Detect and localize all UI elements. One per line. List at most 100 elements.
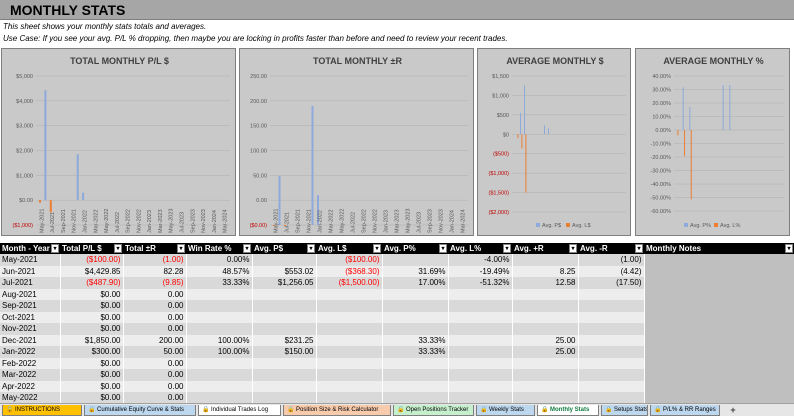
table-cell[interactable] (186, 380, 253, 392)
table-cell[interactable] (578, 288, 645, 300)
table-cell[interactable]: 0.00% (186, 254, 253, 266)
table-cell[interactable] (512, 254, 579, 266)
table-cell[interactable]: 25.00 (512, 334, 579, 346)
table-cell[interactable]: Oct-2021 (0, 311, 61, 323)
table-cell[interactable]: 12.58 (512, 277, 579, 289)
sheet-tab[interactable]: 🔒 Weekly Stats (476, 405, 535, 416)
table-cell[interactable] (252, 357, 317, 369)
table-cell[interactable]: ($1,500.00) (316, 277, 383, 289)
table-cell[interactable]: 0.00 (123, 323, 187, 335)
table-cell[interactable] (448, 357, 513, 369)
monthly-notes-cell[interactable] (644, 323, 794, 335)
table-cell[interactable]: $300.00 (60, 346, 124, 358)
table-cell[interactable] (578, 369, 645, 381)
table-cell[interactable] (316, 288, 383, 300)
table-cell[interactable]: Nov-2021 (0, 323, 61, 335)
sheet-tab[interactable]: 🔒 P/L% & RR Ranges (650, 405, 720, 416)
table-cell[interactable]: ($100.00) (316, 254, 383, 266)
table-cell[interactable]: -4.00% (448, 254, 513, 266)
add-sheet-icon[interactable]: + (730, 405, 736, 415)
table-cell[interactable]: Feb-2022 (0, 357, 61, 369)
table-cell[interactable] (186, 288, 253, 300)
filter-dropdown-icon[interactable]: ▾ (177, 244, 185, 253)
table-cell[interactable] (186, 323, 253, 335)
table-cell[interactable] (186, 357, 253, 369)
table-cell[interactable] (512, 392, 579, 404)
sheet-tab[interactable]: 🔒 INSTRUCTIONS (2, 405, 82, 416)
filter-dropdown-icon[interactable]: ▾ (243, 244, 251, 253)
table-cell[interactable] (448, 288, 513, 300)
table-cell[interactable] (316, 300, 383, 312)
table-cell[interactable] (578, 334, 645, 346)
sheet-tab[interactable]: 🔒 Position Size & Risk Calculator (283, 405, 391, 416)
table-cell[interactable]: 82.28 (123, 265, 187, 277)
table-cell[interactable]: 48.57% (186, 265, 253, 277)
table-cell[interactable] (448, 380, 513, 392)
table-cell[interactable]: 33.33% (186, 277, 253, 289)
table-cell[interactable] (448, 369, 513, 381)
filter-dropdown-icon[interactable]: ▾ (307, 244, 315, 253)
table-cell[interactable]: $553.02 (252, 265, 317, 277)
table-cell[interactable] (382, 323, 449, 335)
monthly-notes-cell[interactable] (644, 265, 794, 277)
table-cell[interactable] (512, 380, 579, 392)
table-cell[interactable] (382, 369, 449, 381)
table-cell[interactable]: $0.00 (60, 369, 124, 381)
table-cell[interactable]: Dec-2021 (0, 334, 61, 346)
table-cell[interactable] (252, 311, 317, 323)
table-cell[interactable] (578, 311, 645, 323)
table-cell[interactable] (578, 380, 645, 392)
table-cell[interactable] (316, 323, 383, 335)
table-cell[interactable] (578, 392, 645, 404)
table-cell[interactable] (448, 323, 513, 335)
table-cell[interactable] (186, 300, 253, 312)
table-cell[interactable] (316, 380, 383, 392)
table-cell[interactable]: 200.00 (123, 334, 187, 346)
sheet-tab[interactable]: 🔒 Monthly Stats (537, 405, 599, 416)
table-cell[interactable]: $1,256.05 (252, 277, 317, 289)
table-cell[interactable]: 25.00 (512, 346, 579, 358)
table-cell[interactable] (252, 323, 317, 335)
table-cell[interactable]: Jan-2022 (0, 346, 61, 358)
table-cell[interactable] (382, 311, 449, 323)
table-cell[interactable]: $1,850.00 (60, 334, 124, 346)
table-cell[interactable] (512, 369, 579, 381)
monthly-notes-cell[interactable] (644, 254, 794, 266)
chart-total-monthly-pl[interactable]: TOTAL MONTHLY P/L $ $5,000 $4,000 $3,000 $2,… (1, 48, 236, 236)
table-cell[interactable]: 0.00 (123, 311, 187, 323)
table-cell[interactable]: $0.00 (60, 323, 124, 335)
table-cell[interactable]: Apr-2022 (0, 380, 61, 392)
table-cell[interactable]: (1.00) (123, 254, 187, 266)
monthly-notes-cell[interactable] (644, 288, 794, 300)
table-cell[interactable] (316, 346, 383, 358)
sheet-tab[interactable]: 🔒 Setups Stats (601, 405, 648, 416)
table-cell[interactable]: 50.00 (123, 346, 187, 358)
filter-dropdown-icon[interactable]: ▾ (51, 244, 59, 253)
filter-dropdown-icon[interactable]: ▾ (785, 244, 793, 253)
monthly-notes-cell[interactable] (644, 277, 794, 289)
table-cell[interactable] (252, 254, 317, 266)
filter-dropdown-icon[interactable]: ▾ (439, 244, 447, 253)
table-cell[interactable] (316, 311, 383, 323)
table-cell[interactable] (316, 334, 383, 346)
table-cell[interactable] (382, 288, 449, 300)
table-cell[interactable]: $0.00 (60, 392, 124, 404)
sheet-tab[interactable]: 🔒 Individual Trades Log (198, 405, 281, 416)
table-cell[interactable]: (17.50) (578, 277, 645, 289)
table-cell[interactable] (512, 323, 579, 335)
table-cell[interactable]: $0.00 (60, 288, 124, 300)
filter-dropdown-icon[interactable]: ▾ (114, 244, 122, 253)
table-cell[interactable]: 100.00% (186, 334, 253, 346)
sheet-tab[interactable]: 🔒 Open Positions Tracker (393, 405, 474, 416)
table-cell[interactable] (252, 380, 317, 392)
table-cell[interactable]: ($100.00) (60, 254, 124, 266)
table-cell[interactable]: $4,429.85 (60, 265, 124, 277)
filter-dropdown-icon[interactable]: ▾ (569, 244, 577, 253)
monthly-notes-cell[interactable] (644, 357, 794, 369)
table-cell[interactable]: 0.00 (123, 357, 187, 369)
table-cell[interactable]: $0.00 (60, 357, 124, 369)
table-cell[interactable]: $150.00 (252, 346, 317, 358)
table-cell[interactable] (382, 254, 449, 266)
chart-average-monthly-percent[interactable]: AVERAGE MONTHLY % 40.00% 30.00% 20.00% 10.00… (635, 48, 790, 236)
filter-dropdown-icon[interactable]: ▾ (373, 244, 381, 253)
